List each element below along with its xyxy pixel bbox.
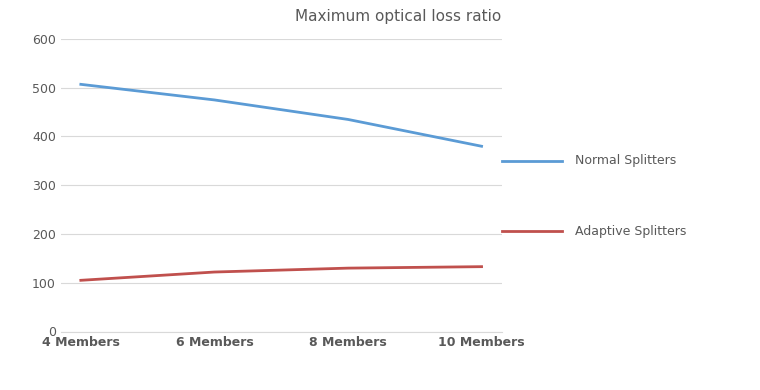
Text: Maximum optical loss ratio: Maximum optical loss ratio <box>296 9 502 24</box>
Line: Normal Splitters: Normal Splitters <box>81 84 482 146</box>
Normal Splitters <box>76 82 85 87</box>
Text: Adaptive Splitters: Adaptive Splitters <box>575 225 686 238</box>
Adaptive Splitters <box>344 266 353 271</box>
Adaptive Splitters <box>210 270 219 275</box>
Normal Splitters <box>210 98 219 102</box>
Normal Splitters <box>344 117 353 122</box>
Normal Splitters <box>477 144 486 149</box>
Adaptive Splitters <box>477 264 486 269</box>
Line: Adaptive Splitters: Adaptive Splitters <box>81 267 482 280</box>
Adaptive Splitters <box>76 278 85 283</box>
Text: Normal Splitters: Normal Splitters <box>575 154 676 167</box>
